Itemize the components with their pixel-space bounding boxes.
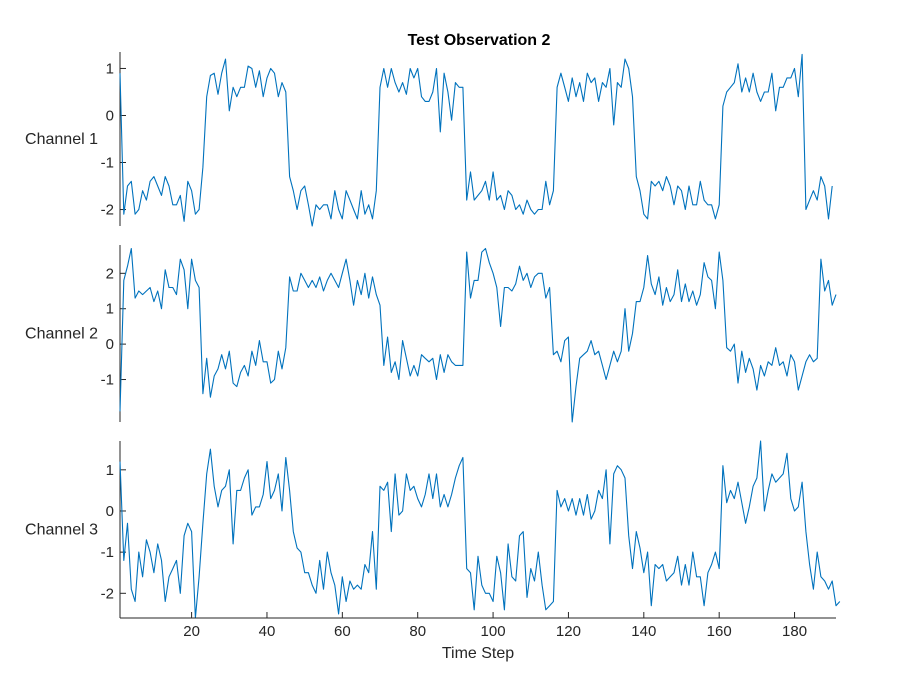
y-tick-label: -1	[101, 155, 114, 172]
y-axis-label: Channel 3	[25, 522, 98, 539]
y-tick-label: 0	[106, 503, 114, 520]
y-tick-label: 0	[106, 107, 114, 124]
y-tick-label: 1	[106, 301, 114, 318]
x-tick-label: 20	[183, 623, 200, 640]
x-tick-label: 160	[707, 623, 732, 640]
x-tick-label: 180	[782, 623, 807, 640]
x-tick-label: 40	[259, 623, 276, 640]
x-axis-label: Time Step	[442, 645, 514, 662]
y-tick-label: 1	[106, 462, 114, 479]
x-tick-label: 100	[481, 623, 506, 640]
y-tick-label: 1	[106, 60, 114, 77]
panel-1: 1 0 -1 -2 Channel 1	[25, 52, 833, 227]
y-axis-label: Channel 2	[25, 326, 98, 343]
y-tick-label: 2	[106, 265, 114, 282]
panel-3: 1 0 -1 -2 Channel 3	[25, 440, 841, 619]
x-tick-label: 140	[631, 623, 656, 640]
x-tick-label: 60	[334, 623, 351, 640]
y-axis-label: Channel 1	[25, 131, 98, 148]
y-tick-label: -1	[101, 372, 114, 389]
y-tick-label: -2	[101, 202, 114, 219]
x-tick-label: 120	[556, 623, 581, 640]
panel-2: 2 1 0 -1 Channel 2	[25, 245, 837, 423]
x-tick-label: 80	[409, 623, 426, 640]
chart-title: Test Observation 2	[408, 32, 551, 49]
x-axis: 20 40 60 80 100 120 140 160 180	[120, 612, 836, 640]
series-line-channel-3	[119, 440, 841, 619]
y-tick-label: -1	[101, 544, 114, 561]
y-tick-label: -2	[101, 585, 114, 602]
series-line-channel-2	[119, 247, 837, 423]
series-line-channel-1	[119, 53, 833, 227]
y-tick-label: 0	[106, 336, 114, 353]
